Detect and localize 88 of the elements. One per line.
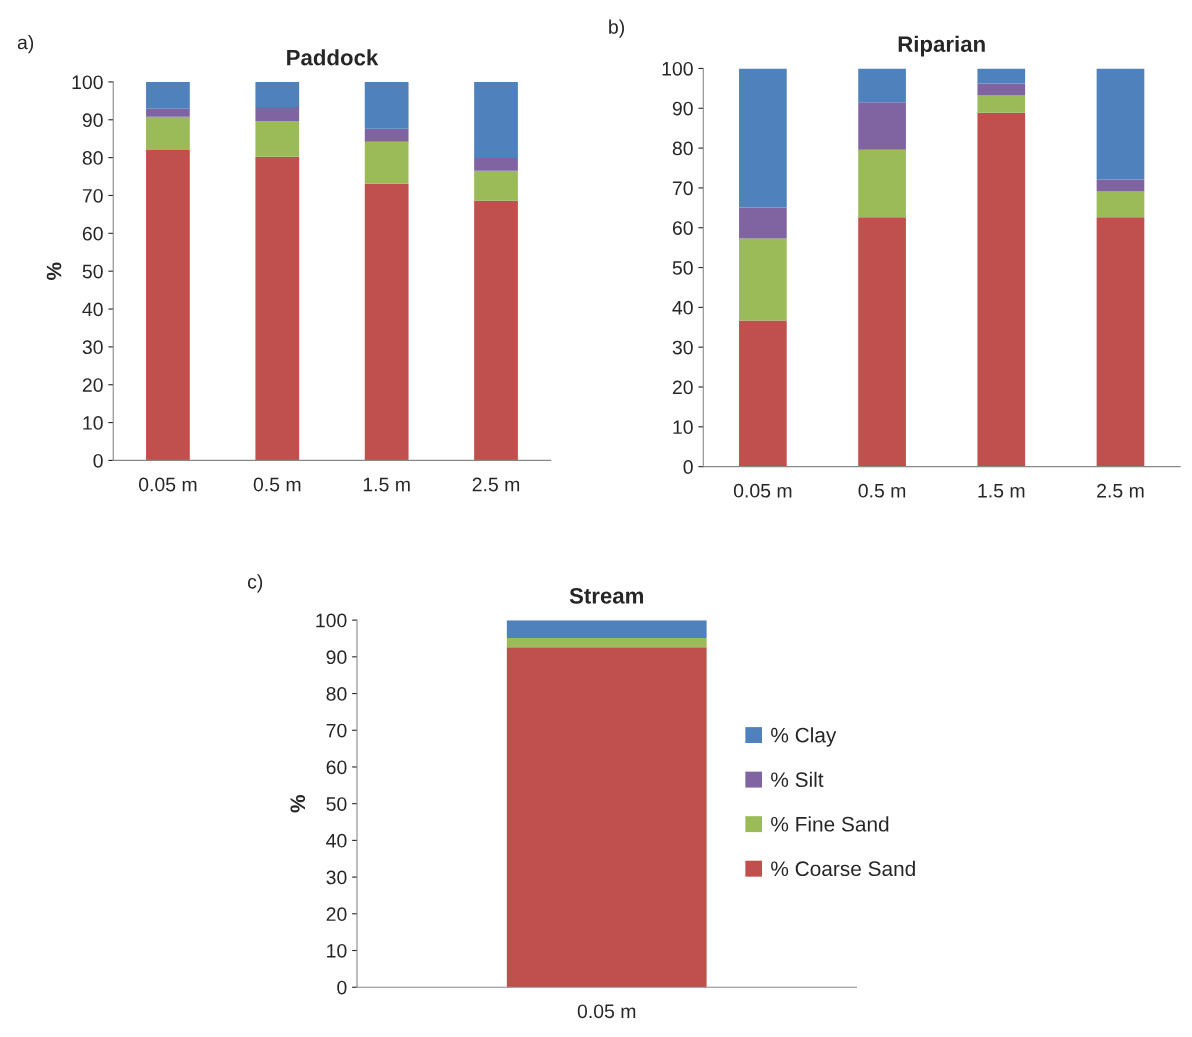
y-tick-label: 20 bbox=[326, 907, 347, 922]
bar bbox=[146, 81, 190, 109]
y-tick-label: 70 bbox=[672, 181, 693, 196]
x-tick-label: 0.5 m bbox=[253, 477, 301, 492]
chart-title: Stream bbox=[569, 587, 644, 604]
bar bbox=[146, 108, 190, 117]
bar bbox=[1096, 217, 1145, 467]
x-tick-label: 0.05 m bbox=[733, 483, 792, 498]
y-tick-label: 90 bbox=[82, 113, 103, 128]
chart-title: Riparian bbox=[898, 35, 985, 57]
y-tick-label: 100 bbox=[316, 613, 347, 628]
x-tick-label: 0.05 m bbox=[138, 477, 197, 492]
bar bbox=[364, 128, 409, 142]
bar bbox=[255, 81, 300, 107]
bar bbox=[858, 149, 906, 218]
bar bbox=[146, 116, 190, 151]
y-tick-label: 40 bbox=[672, 300, 693, 315]
y-tick-label: 30 bbox=[672, 340, 693, 355]
bar bbox=[977, 112, 1026, 467]
y-tick-label: 10 bbox=[327, 943, 347, 958]
bar bbox=[977, 95, 1026, 113]
bar bbox=[255, 120, 300, 157]
x-tick-label: 1.5 m bbox=[363, 477, 410, 492]
y-tick-label: 80 bbox=[326, 687, 347, 701]
bar bbox=[474, 158, 518, 171]
legend-label: % Fine Sand bbox=[771, 816, 889, 832]
y-tick-label: 80 bbox=[672, 141, 693, 156]
y-axis-title: % bbox=[46, 262, 62, 280]
bar bbox=[977, 68, 1026, 84]
bar bbox=[858, 102, 906, 150]
bar bbox=[739, 207, 787, 239]
bar bbox=[474, 81, 518, 158]
bar bbox=[364, 81, 409, 129]
chart-title: Paddock bbox=[287, 49, 379, 66]
text: c) bbox=[247, 574, 263, 593]
bar bbox=[1096, 191, 1145, 218]
bar bbox=[858, 68, 906, 103]
y-tick-label: 40 bbox=[326, 833, 347, 848]
y-tick-label: 90 bbox=[326, 650, 347, 665]
y-tick-label: 60 bbox=[82, 226, 103, 241]
text: a) bbox=[17, 35, 34, 54]
bar bbox=[506, 638, 707, 648]
y-tick-label: 100 bbox=[72, 75, 103, 90]
x-tick-label: 0.5 m bbox=[858, 483, 906, 498]
legend-label: % Silt bbox=[771, 771, 824, 788]
bar bbox=[146, 150, 190, 461]
y-tick-label: 100 bbox=[662, 61, 693, 76]
bar bbox=[1096, 179, 1145, 192]
bar bbox=[364, 183, 409, 461]
y-tick-label: 10 bbox=[673, 420, 693, 435]
y-tick-label: 30 bbox=[82, 340, 103, 355]
bar bbox=[255, 106, 300, 121]
x-tick-label: 0.05 m bbox=[577, 1004, 636, 1019]
y-tick-label: 70 bbox=[82, 188, 103, 203]
y-tick-label: 60 bbox=[672, 221, 693, 235]
y-tick-label: 50 bbox=[82, 264, 103, 279]
y-tick-label: 40 bbox=[82, 302, 103, 317]
y-tick-label: 70 bbox=[326, 723, 347, 738]
bar bbox=[977, 83, 1026, 96]
y-tick-label: 90 bbox=[672, 101, 693, 116]
x-tick-label: 1.5 m bbox=[978, 484, 1025, 498]
y-tick-label: 20 bbox=[82, 378, 103, 392]
legend-label: % Clay bbox=[771, 727, 837, 747]
bar bbox=[474, 170, 518, 201]
bar bbox=[364, 141, 409, 184]
y-tick-label: 60 bbox=[326, 760, 347, 775]
bar bbox=[506, 620, 707, 639]
y-tick-label: 50 bbox=[326, 797, 347, 811]
bar bbox=[474, 200, 518, 461]
legend-label: % Coarse Sand bbox=[771, 860, 915, 877]
bar bbox=[1096, 68, 1145, 180]
y-tick-label: 0 bbox=[337, 980, 347, 995]
y-axis-title: % bbox=[290, 794, 306, 813]
y-tick-label: 20 bbox=[672, 380, 693, 395]
text: b) bbox=[609, 19, 624, 38]
y-tick-label: 30 bbox=[326, 870, 347, 885]
y-tick-label: 50 bbox=[672, 261, 693, 275]
bar bbox=[255, 156, 300, 461]
y-tick-label: 0 bbox=[683, 460, 693, 474]
x-tick-label: 2.5 m bbox=[1097, 483, 1144, 498]
y-tick-label: 10 bbox=[83, 416, 103, 430]
x-tick-label: 2.5 m bbox=[472, 477, 520, 492]
bar bbox=[739, 68, 787, 208]
bar bbox=[858, 217, 906, 467]
bar bbox=[739, 238, 787, 321]
bar bbox=[739, 320, 787, 467]
y-tick-label: 80 bbox=[82, 151, 103, 165]
y-tick-label: 0 bbox=[93, 453, 103, 468]
